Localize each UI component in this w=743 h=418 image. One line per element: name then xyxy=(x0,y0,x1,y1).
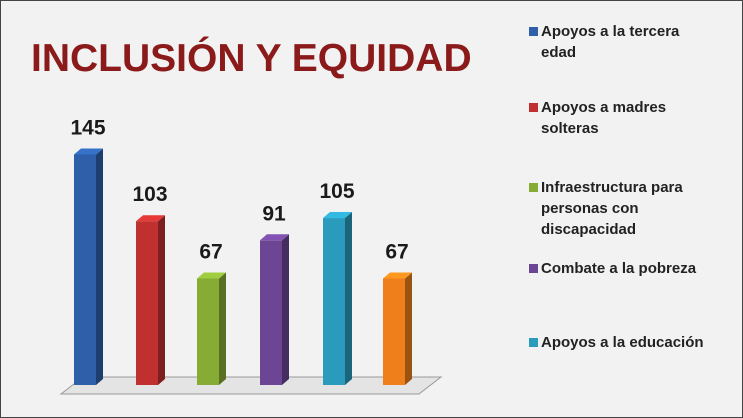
legend-swatch xyxy=(529,103,538,112)
data-label: 67 xyxy=(385,240,408,263)
legend-label: Apoyos a la tercera edad xyxy=(541,23,680,61)
legend-swatch xyxy=(529,264,538,273)
bar xyxy=(383,278,405,385)
bar-side xyxy=(158,215,165,385)
legend-label: Combate a la pobreza xyxy=(541,260,697,277)
legend-swatch xyxy=(529,338,538,347)
legend-swatch xyxy=(529,183,538,192)
bar-side xyxy=(345,212,352,385)
bar-side xyxy=(405,272,412,385)
data-label: 105 xyxy=(319,180,354,203)
bar-side xyxy=(96,148,103,385)
legend-swatch xyxy=(529,27,538,36)
bar xyxy=(197,278,219,385)
bar xyxy=(136,221,158,385)
data-label: 67 xyxy=(199,240,222,263)
data-label: 103 xyxy=(132,183,167,206)
legend-label: Apoyos a la educación xyxy=(541,334,704,351)
legend-label: Apoyos a madres solteras xyxy=(541,99,667,137)
bar xyxy=(74,154,96,385)
bar-top xyxy=(197,272,226,279)
data-label: 91 xyxy=(262,202,286,225)
bar-top xyxy=(260,234,289,241)
bar-top xyxy=(383,272,412,279)
bar-side xyxy=(282,234,289,385)
bar-side xyxy=(219,272,226,385)
bar-top xyxy=(74,148,103,155)
data-label: 145 xyxy=(70,116,105,139)
bar xyxy=(260,240,282,385)
bar-top xyxy=(136,215,165,222)
bar xyxy=(323,218,345,385)
bar-top xyxy=(323,212,352,219)
chart-title: INCLUSIÓN Y EQUIDAD xyxy=(31,36,472,80)
legend-label: Infraestructura para personas con discap… xyxy=(541,179,683,238)
